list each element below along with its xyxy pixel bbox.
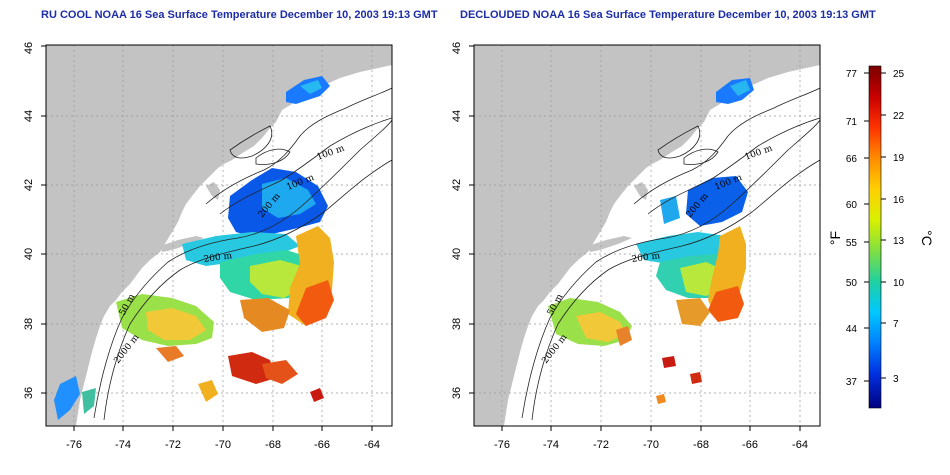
sst-overlay	[548, 78, 754, 404]
sst-patch	[616, 326, 632, 346]
sst-patch	[656, 394, 666, 404]
longitude-labels: -76 -74 -72 -70 -68 -66 -64	[494, 439, 808, 451]
lon-tick-label: -76	[66, 439, 82, 451]
lon-tick-label: -68	[265, 439, 281, 451]
axis-ticks	[41, 45, 373, 431]
lon-tick-label: -68	[693, 439, 709, 451]
latitude-labels: 36 38 40 42 44 46	[451, 42, 463, 399]
celsius-tick-label: 7	[893, 319, 899, 330]
sst-patch	[262, 360, 298, 384]
fahrenheit-tick-label: 66	[846, 154, 858, 165]
celsius-tick-label: 22	[893, 111, 905, 122]
fahrenheit-tick-labels: 77 71 66 60 55 50 44 37	[846, 69, 858, 388]
fahrenheit-tick-label: 50	[846, 278, 858, 289]
sst-patch	[300, 80, 322, 94]
map-title-right: DECLOUDED NOAA 16 Sea Surface Temperatur…	[460, 9, 876, 21]
latitude-labels: 36 38 40 42 44 46	[23, 42, 35, 399]
celsius-tick-label: 10	[893, 278, 905, 289]
sst-patch	[686, 176, 748, 226]
sst-patch	[146, 308, 206, 340]
bathymetry-contours	[521, 87, 820, 421]
lon-tick-label: -66	[314, 439, 330, 451]
sst-patch	[662, 356, 676, 368]
long-island	[588, 236, 632, 252]
axis-ticks	[469, 45, 801, 431]
sst-patch	[708, 286, 744, 322]
longitude-labels: -76 -74 -72 -70 -68 -66 -64	[66, 439, 380, 451]
lat-tick-label: 38	[451, 318, 463, 330]
lat-tick-label: 44	[451, 110, 463, 122]
lat-tick-label: 36	[451, 387, 463, 399]
lon-tick-label: -74	[115, 439, 131, 451]
colorbar-scale	[868, 65, 882, 409]
contour-label: 200 m	[203, 251, 233, 265]
sst-patch	[54, 376, 80, 420]
sst-patch	[198, 380, 218, 402]
celsius-unit-label: °C	[919, 230, 935, 246]
fahrenheit-tick-label: 71	[846, 117, 858, 128]
celsius-tick-label: 16	[893, 195, 905, 206]
celsius-tick-label: 13	[893, 236, 905, 247]
land-mass	[46, 45, 392, 426]
sst-patch	[660, 196, 680, 224]
sst-patch	[82, 388, 96, 414]
lon-tick-label: -66	[742, 439, 758, 451]
sst-patch	[690, 372, 702, 384]
bathymetry-contours	[93, 87, 392, 421]
celsius-tick-labels: 25 22 19 16 13 10 7 3	[893, 69, 905, 385]
sst-patch	[676, 298, 710, 326]
land-mass	[474, 45, 820, 426]
map-panel-left: 100 m 100 m 200 m 200 m 50 m 2000 m -76 …	[23, 42, 393, 451]
fahrenheit-tick-label: 44	[846, 324, 858, 335]
sst-overlay	[54, 76, 334, 420]
lat-tick-label: 38	[23, 318, 35, 330]
lon-tick-label: -70	[643, 439, 659, 451]
contour-label: 200 m	[631, 251, 661, 265]
fahrenheit-tick-label: 77	[846, 69, 858, 80]
celsius-tick-label: 3	[893, 374, 899, 385]
sst-patch	[156, 346, 184, 362]
fahrenheit-tick-label: 37	[846, 377, 858, 388]
celsius-tick-label: 25	[893, 69, 905, 80]
lat-tick-label: 40	[23, 248, 35, 260]
lon-tick-label: -64	[364, 439, 380, 451]
map-title-left: RU COOL NOAA 16 Sea Surface Temperature …	[41, 9, 438, 21]
map-frame	[473, 44, 821, 427]
sst-patch	[576, 312, 626, 342]
lon-tick-label: -64	[792, 439, 808, 451]
fahrenheit-unit-label: °F	[827, 231, 843, 245]
sst-patch	[730, 80, 750, 96]
lat-tick-label: 40	[451, 248, 463, 260]
lon-tick-label: -72	[593, 439, 609, 451]
lon-tick-label: -76	[494, 439, 510, 451]
lon-tick-label: -74	[543, 439, 559, 451]
sst-patch	[228, 352, 276, 384]
sst-patch	[310, 388, 324, 402]
celsius-tick-label: 19	[893, 153, 905, 164]
fahrenheit-tick-label: 60	[846, 200, 858, 211]
lon-tick-label: -72	[165, 439, 181, 451]
lat-tick-label: 42	[451, 179, 463, 191]
lon-tick-label: -70	[215, 439, 231, 451]
lat-tick-label: 42	[23, 179, 35, 191]
map-frame	[45, 44, 393, 427]
sst-patch	[240, 298, 290, 332]
fahrenheit-tick-label: 55	[846, 238, 858, 249]
lat-tick-label: 36	[23, 387, 35, 399]
lat-tick-label: 44	[23, 110, 35, 122]
map-panel-right: 100 m 100 m 200 m 200 m 50 m 2000 m -76 …	[451, 42, 821, 451]
sst-patch	[262, 178, 316, 218]
colorbar-ticks	[864, 72, 886, 382]
lat-tick-label: 46	[451, 42, 463, 54]
colorbar: 77 71 66 60 55 50 44 37 25 22 19 16 13 1…	[827, 65, 935, 409]
lat-tick-label: 46	[23, 42, 35, 54]
sst-patch	[296, 280, 334, 326]
